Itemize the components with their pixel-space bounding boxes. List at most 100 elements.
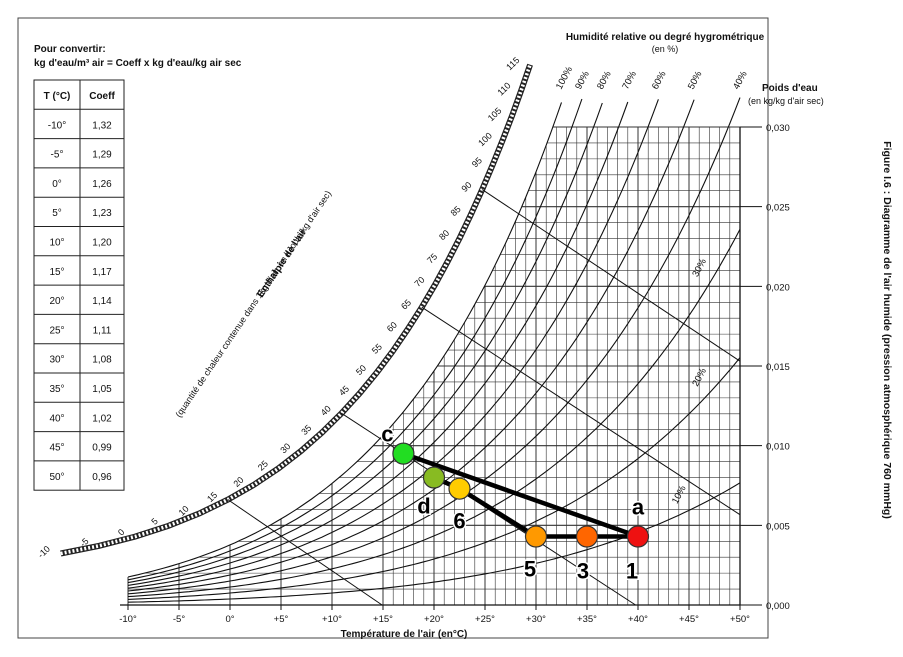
table-cell-coeff: 1,23 <box>92 208 112 219</box>
table-cell-coeff: 0,99 <box>92 443 112 454</box>
conversion-title: Pour convertir: <box>34 44 106 55</box>
state-point-label: a <box>632 494 645 519</box>
rh-label: 30% <box>690 256 709 278</box>
rh-label: 80% <box>595 69 614 91</box>
table-cell-temp: 15° <box>49 267 64 278</box>
enthalpy-scale: -10-505101520253035404550556065707580859… <box>36 55 741 606</box>
y-tick-label: 0,005 <box>766 521 790 532</box>
rh-label: 20% <box>690 366 709 388</box>
y-tick-label: 0,030 <box>766 123 790 134</box>
rh-label: 60% <box>650 69 669 91</box>
y-tick-label: 0,015 <box>766 362 790 373</box>
rh-curve-80 <box>127 102 603 584</box>
table-cell-temp: 0° <box>52 179 62 190</box>
enthalpy-scale-ticks <box>60 64 532 556</box>
x-tick-label: +5° <box>274 614 289 625</box>
state-point-label: d <box>417 494 430 519</box>
axes: -10° -5° 0° +5° +10° +15° +20° +25° +30° +35° +40°… <box>119 83 824 640</box>
enthalpy-tick-label: 30 <box>278 441 292 455</box>
table-cell-coeff: 1,08 <box>92 355 112 366</box>
conversion-table: Pour convertir: kg d'eau/m³ air = Coeff x… <box>33 44 242 491</box>
table-cell-coeff: 1,02 <box>92 413 112 424</box>
table-cell-coeff: 1,11 <box>93 325 112 336</box>
rh-curve-30 <box>127 229 741 598</box>
page-frame <box>17 17 769 639</box>
rh-label: 70% <box>620 69 639 91</box>
enthalpy-tick-label: 100 <box>476 131 494 149</box>
table-cell-temp: 25° <box>49 325 64 336</box>
conversion-formula: kg d'eau/m³ air = Coeff x kg d'eau/kg ai… <box>34 58 242 69</box>
x-tick-label: +20° <box>424 614 444 625</box>
enthalpy-tick-label: 65 <box>399 297 413 311</box>
x-tick-label: 0° <box>225 614 234 625</box>
enthalpy-tick-label: 0 <box>116 527 127 538</box>
state-point-label: 1 <box>626 558 638 583</box>
enthalpy-tick-label: 20 <box>231 475 245 489</box>
rh-label: 10% <box>670 483 689 505</box>
enthalpy-line-90 <box>481 189 741 362</box>
enthalpy-tick-label: 10 <box>177 504 191 518</box>
state-point-3 <box>575 525 599 548</box>
rh-curve-50 <box>127 99 695 592</box>
enthalpy-tick-label: 110 <box>495 80 512 97</box>
rh-label: 90% <box>573 69 592 91</box>
rh-curve-60 <box>127 99 659 589</box>
table-cell-coeff: 1,29 <box>92 150 112 161</box>
y-tick-label: 0,020 <box>766 282 790 293</box>
x-tick-label: +35° <box>577 614 597 625</box>
x-tick-label: +15° <box>373 614 393 625</box>
enthalpy-tick-label: 60 <box>385 320 399 334</box>
enthalpy-line-15 <box>227 499 383 606</box>
table-cell-temp: 35° <box>49 384 64 395</box>
enthalpy-tick-label: 5 <box>149 516 160 527</box>
enthalpy-tick-label: 115 <box>504 55 521 72</box>
enthalpy-tick-label: 95 <box>470 155 484 169</box>
y-tick-label: 0,025 <box>766 203 790 214</box>
enthalpy-tick-label: 105 <box>486 106 504 124</box>
state-point-1 <box>626 525 650 548</box>
rh-curve-90 <box>127 98 583 581</box>
table-cell-coeff: 1,32 <box>92 120 112 131</box>
table-cell-temp: 40° <box>49 413 64 424</box>
process-line <box>401 451 641 539</box>
rh-curve-40 <box>127 97 741 595</box>
rh-label: 40% <box>731 69 750 91</box>
enthalpy-tick-label: 70 <box>412 275 426 289</box>
enthalpy-tick-label: 25 <box>256 458 270 472</box>
table-cell-coeff: 1,17 <box>92 267 112 278</box>
x-axis-label: Température de l'air (en°C) <box>341 629 468 640</box>
table-cell-temp: 5° <box>52 208 62 219</box>
enthalpy-tick-label: 40 <box>319 404 333 418</box>
enthalpy-tick-label: 75 <box>425 251 439 265</box>
table-cell-temp: 45° <box>49 443 64 454</box>
enthalpy-subtitle: (quantité de chaleur contenue dans 1kg d… <box>173 189 333 419</box>
x-tick-label: +40° <box>628 614 648 625</box>
table-header: T (°C) <box>44 91 71 102</box>
state-point-5 <box>524 525 548 548</box>
x-tick-label: -5° <box>173 614 185 625</box>
process-lines: c d6 5 3 1 a <box>380 420 650 585</box>
enthalpy-line-65 <box>421 306 741 516</box>
table-cell-coeff: 1,20 <box>92 238 112 249</box>
rh-curve-20 <box>127 357 741 600</box>
enthalpy-tick-label: 45 <box>337 384 351 398</box>
x-tick-label: +50° <box>730 614 750 625</box>
table-cell-coeff: 0,96 <box>92 472 112 483</box>
rh-label: 100% <box>554 64 575 91</box>
state-point-label: 3 <box>577 558 589 583</box>
rh-curve-70 <box>127 101 629 586</box>
table-cell-temp: 10° <box>49 238 64 249</box>
state-point-label: 5 <box>524 556 536 581</box>
state-point-label: 6 <box>453 509 465 534</box>
rh-unit: (en %) <box>652 44 679 54</box>
table-cell-coeff: 1,14 <box>92 296 112 307</box>
state-point-c <box>392 442 415 465</box>
y-axis-unit: (en kg/kg d'air sec) <box>748 96 824 106</box>
enthalpy-tick-label: 35 <box>299 423 313 437</box>
x-tick-label: +45° <box>679 614 699 625</box>
rh-curve-100 <box>127 102 563 578</box>
enthalpy-tick-label: 55 <box>370 342 384 356</box>
x-tick-label: +25° <box>475 614 495 625</box>
